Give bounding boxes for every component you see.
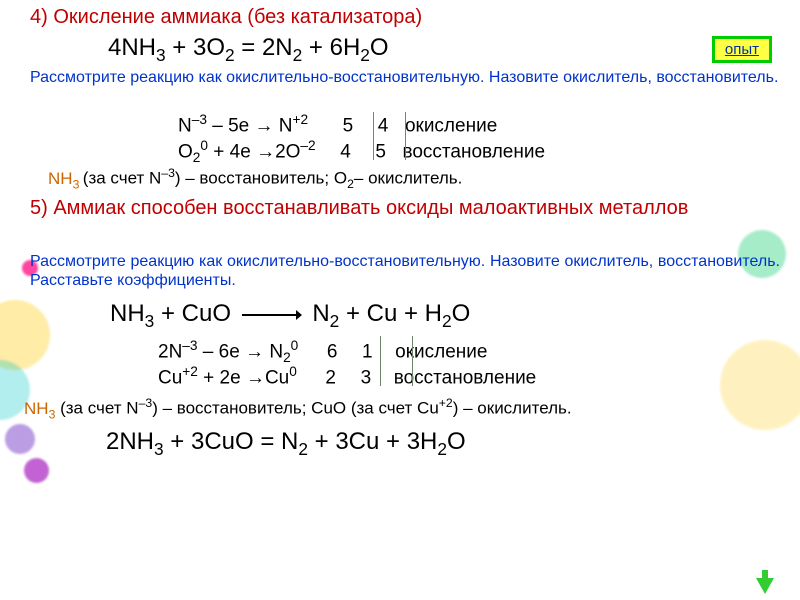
t: 2	[437, 439, 447, 459]
t: (за счет N	[55, 399, 138, 418]
eq-text: 4NH	[108, 34, 156, 61]
t: + 3Cu + 3H	[308, 428, 437, 455]
t: –3	[139, 396, 153, 410]
t: NH	[24, 399, 49, 418]
section-5-equation-2: 2NH3 + 3CuO = N2 + 3Cu + 3H2O	[106, 428, 780, 460]
t: O	[447, 428, 466, 455]
t: O	[452, 300, 471, 327]
elem: O	[178, 141, 193, 162]
t: – 6e → N	[198, 341, 284, 362]
t: – окислитель.	[354, 169, 462, 188]
section-5-task: Рассмотрите реакцию как окислительно-вос…	[30, 252, 780, 290]
bokeh-5	[5, 424, 35, 454]
vline	[373, 112, 374, 160]
vline	[380, 336, 381, 386]
t: NH	[110, 300, 145, 327]
col: 4	[340, 141, 351, 162]
t: 2	[325, 367, 336, 388]
t: 2	[283, 350, 291, 365]
bokeh-1	[0, 300, 50, 370]
eq-text: + 3O	[166, 34, 225, 61]
charge: +2	[293, 112, 309, 127]
eq-text: = 2N	[235, 34, 293, 61]
t: 3	[145, 311, 155, 331]
section-4-heading: 4) Окисление аммиака (без катализатора)	[30, 6, 780, 29]
t: N	[312, 300, 329, 327]
t: 2	[330, 311, 340, 331]
t: 6	[327, 341, 338, 362]
label: восстановление	[402, 141, 545, 162]
t: ) – восстановитель; CuO (за счет Cu	[152, 399, 439, 418]
t: 3	[73, 177, 83, 191]
section-5-heading: 5) Аммиак способен восстанавливать оксид…	[30, 196, 776, 221]
t: Cu	[158, 367, 182, 388]
t: + 3CuO = N	[164, 428, 299, 455]
bokeh-4	[24, 458, 49, 483]
eq-sub: 2	[225, 45, 235, 65]
t: 2N	[158, 341, 182, 362]
t: 3	[154, 439, 164, 459]
mid: – 5e → N	[207, 115, 293, 136]
section-5-balance-row-2: Cu+2 + 2e →Cu0 2 3 восстановление	[158, 364, 780, 389]
charge: 0	[200, 138, 208, 153]
elem: N	[178, 115, 192, 136]
label: окисление	[405, 115, 497, 136]
t: NH3	[24, 399, 55, 418]
t: 2	[298, 439, 308, 459]
t: ) – восстановитель; O	[175, 169, 347, 188]
nh3: NH3	[48, 169, 83, 188]
section-4-balance-row-1: N–3 – 5e → N+2 5 4 окисление	[178, 112, 780, 137]
vline	[405, 112, 406, 160]
t: + Cu + H	[339, 300, 442, 327]
t: окисление	[395, 341, 487, 362]
t: + CuO	[154, 300, 231, 327]
section-4-equation: 4NH3 + 3O2 = 2N2 + 6H2O	[108, 34, 780, 66]
eq-text: + 6H	[302, 34, 360, 61]
section-4-balance-row-2: O20 + 4e →2O–2 4 5 восстановление	[178, 138, 780, 165]
t: –3	[161, 166, 175, 180]
section-4-conclusion: NH3 (за счет N–3) – восстановитель; O2– …	[48, 166, 780, 191]
reaction-arrow-icon	[242, 308, 302, 322]
charge: –3	[192, 112, 207, 127]
t: 0	[289, 364, 297, 379]
col: 4	[378, 115, 389, 136]
vline	[412, 336, 413, 386]
t: +2	[439, 396, 453, 410]
col: 5	[375, 141, 386, 162]
t: 2NH	[106, 428, 154, 455]
t: + 2e →Cu	[198, 367, 289, 388]
slide: опыт 4) Окисление аммиака (без катализат…	[0, 0, 800, 600]
eq-sub: 3	[156, 45, 166, 65]
t: 2	[347, 177, 354, 191]
t: +2	[182, 364, 198, 379]
t: ) – окислитель.	[453, 399, 572, 418]
section-5-balance-row-1: 2N–3 – 6e → N20 6 1 окисление	[158, 338, 780, 365]
t: NH	[48, 169, 73, 188]
eq-sub: 2	[293, 45, 303, 65]
next-slide-arrow-icon[interactable]	[756, 578, 774, 594]
eq-sub: 2	[360, 45, 370, 65]
section-4-task: Рассмотрите реакцию как окислительно-вос…	[30, 68, 780, 87]
mid: + 4e →2O	[208, 141, 300, 162]
t: 3	[361, 367, 372, 388]
section-5-conclusion: NH3 (за счет N–3) – восстановитель; CuO …	[24, 396, 780, 421]
eq-text: O	[370, 34, 389, 61]
t: (за счет N	[83, 169, 161, 188]
charge: –2	[300, 138, 315, 153]
section-5-equation-1: NH3 + CuO N2 + Cu + H2O	[110, 300, 780, 332]
col: 5	[343, 115, 354, 136]
t: 2	[442, 311, 452, 331]
t: восстановление	[394, 367, 537, 388]
t: 0	[291, 338, 299, 353]
t: 1	[362, 341, 373, 362]
t: –3	[182, 338, 197, 353]
